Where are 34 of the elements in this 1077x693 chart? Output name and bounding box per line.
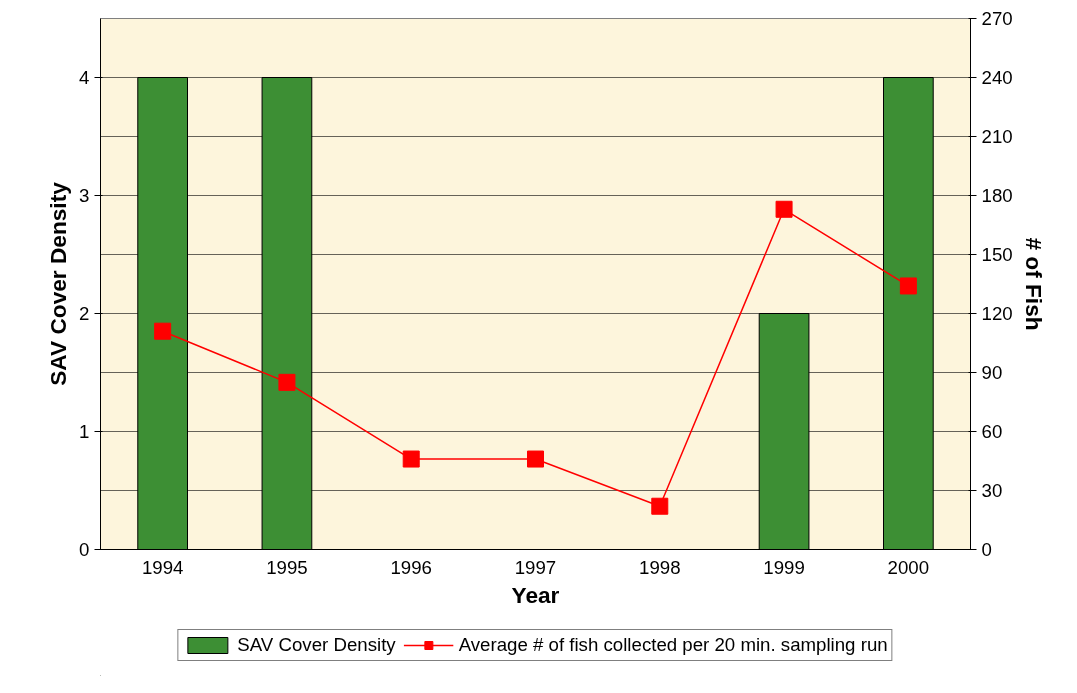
y-tick-label: 4 (79, 67, 90, 88)
point (651, 497, 669, 515)
y2-tick-label: 270 (981, 8, 1013, 29)
y-axis-title: SAV Cover Density (45, 181, 72, 386)
y2-tick-label: 210 (981, 126, 1013, 147)
point (278, 373, 296, 391)
x-tick-label: 1994 (141, 556, 184, 578)
y2-tick-label: 180 (981, 185, 1013, 206)
point (154, 322, 172, 340)
y-tick-label: 2 (79, 303, 90, 324)
y2-tick-label: 0 (981, 539, 992, 560)
point (775, 200, 793, 218)
y2-tick-label: 240 (981, 67, 1013, 88)
y2-tick-label: 30 (981, 480, 1003, 501)
x-tick-label: 1996 (390, 556, 432, 578)
legend-label: Average # of fish collected per 20 min. sampling run (458, 634, 888, 656)
y-tick-label: 0 (79, 539, 90, 560)
y2-tick-label: 120 (981, 303, 1013, 324)
y2-axis-title: # of Fish (1020, 237, 1047, 331)
y-tick-label: 3 (79, 185, 90, 206)
y2-tick-label: 150 (981, 244, 1013, 265)
y2-tick-label: 60 (981, 421, 1003, 442)
x-tick-label: 1999 (763, 556, 805, 578)
y2-tick-label: 90 (981, 362, 1003, 383)
x-axis-title: Year (511, 581, 560, 608)
point (899, 277, 917, 295)
x-tick-label: 2000 (887, 556, 930, 578)
x-tick-label: 1995 (266, 556, 308, 578)
point (402, 450, 420, 468)
y-tick-label: 1 (79, 421, 90, 442)
point (527, 450, 544, 468)
x-tick-label: 1998 (639, 556, 681, 578)
legend-label: SAV Cover Density (237, 634, 396, 656)
x-tick-label: 1997 (514, 556, 557, 578)
